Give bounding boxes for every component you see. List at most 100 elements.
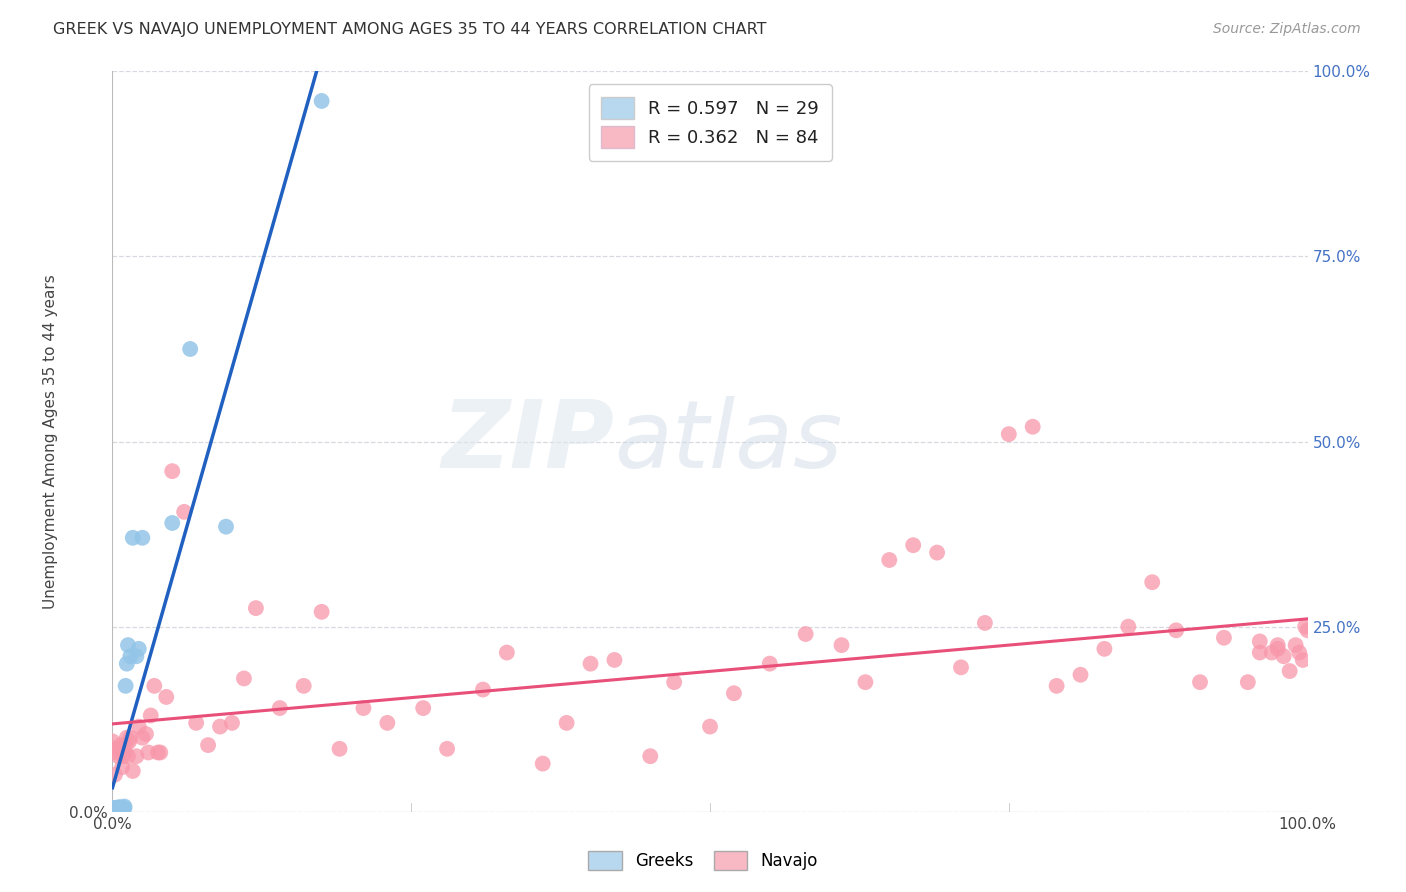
Point bbox=[879, 553, 901, 567]
Point bbox=[1094, 641, 1116, 656]
Point bbox=[699, 720, 721, 734]
Point bbox=[1022, 419, 1045, 434]
Point bbox=[472, 682, 495, 697]
Point bbox=[108, 741, 131, 756]
Point bbox=[311, 94, 333, 108]
Point bbox=[121, 764, 143, 778]
Point bbox=[215, 519, 238, 533]
Point bbox=[998, 427, 1021, 442]
Point bbox=[115, 657, 138, 671]
Point bbox=[107, 749, 129, 764]
Point bbox=[105, 801, 128, 815]
Point bbox=[927, 546, 949, 560]
Point bbox=[950, 660, 973, 674]
Point bbox=[131, 531, 153, 545]
Point bbox=[1294, 619, 1316, 633]
Point bbox=[105, 803, 128, 817]
Point bbox=[114, 679, 136, 693]
Point bbox=[125, 649, 148, 664]
Point bbox=[162, 464, 183, 478]
Point bbox=[1261, 646, 1284, 660]
Point bbox=[105, 801, 128, 815]
Point bbox=[1267, 641, 1289, 656]
Point bbox=[209, 720, 232, 734]
Point bbox=[149, 746, 172, 760]
Point bbox=[1213, 631, 1236, 645]
Point bbox=[723, 686, 745, 700]
Point bbox=[759, 657, 782, 671]
Point bbox=[640, 749, 662, 764]
Point bbox=[1292, 653, 1315, 667]
Legend: Greeks, Navajo: Greeks, Navajo bbox=[582, 844, 824, 877]
Point bbox=[138, 746, 160, 760]
Point bbox=[173, 505, 195, 519]
Point bbox=[111, 760, 134, 774]
Point bbox=[233, 672, 256, 686]
Point bbox=[110, 802, 132, 816]
Point bbox=[1237, 675, 1260, 690]
Point bbox=[221, 715, 243, 730]
Text: atlas: atlas bbox=[614, 396, 842, 487]
Point bbox=[1285, 638, 1308, 652]
Point bbox=[121, 531, 143, 545]
Point bbox=[352, 701, 374, 715]
Point bbox=[112, 749, 135, 764]
Point bbox=[377, 715, 399, 730]
Point bbox=[555, 715, 578, 730]
Point bbox=[1166, 624, 1188, 638]
Point bbox=[131, 731, 153, 745]
Point bbox=[496, 646, 519, 660]
Point bbox=[794, 627, 817, 641]
Point bbox=[103, 801, 125, 815]
Point bbox=[104, 767, 127, 781]
Point bbox=[1249, 646, 1271, 660]
Point bbox=[831, 638, 853, 652]
Point bbox=[1046, 679, 1069, 693]
Point bbox=[1288, 646, 1310, 660]
Point bbox=[117, 749, 139, 764]
Legend: R = 0.597   N = 29, R = 0.362   N = 84: R = 0.597 N = 29, R = 0.362 N = 84 bbox=[589, 84, 831, 161]
Point bbox=[125, 749, 148, 764]
Point bbox=[155, 690, 177, 704]
Point bbox=[412, 701, 434, 715]
Point bbox=[104, 802, 127, 816]
Point bbox=[120, 649, 142, 664]
Point bbox=[579, 657, 602, 671]
Point bbox=[245, 601, 267, 615]
Point bbox=[1118, 619, 1140, 633]
Point bbox=[114, 799, 135, 814]
Point bbox=[1070, 667, 1092, 681]
Point bbox=[114, 746, 135, 760]
Point bbox=[128, 641, 150, 656]
Point bbox=[117, 638, 139, 652]
Point bbox=[1278, 664, 1301, 678]
Point bbox=[111, 803, 134, 817]
Point bbox=[292, 679, 315, 693]
Y-axis label: Unemployment Among Ages 35 to 44 years: Unemployment Among Ages 35 to 44 years bbox=[42, 274, 58, 609]
Point bbox=[1296, 624, 1319, 638]
Point bbox=[105, 746, 128, 760]
Point bbox=[128, 720, 150, 734]
Point bbox=[143, 679, 166, 693]
Point bbox=[103, 741, 125, 756]
Point bbox=[1249, 634, 1271, 648]
Point bbox=[135, 727, 157, 741]
Point bbox=[436, 741, 458, 756]
Point bbox=[664, 675, 686, 690]
Point bbox=[1267, 638, 1289, 652]
Point bbox=[162, 516, 183, 530]
Point bbox=[115, 731, 138, 745]
Point bbox=[112, 802, 135, 816]
Point bbox=[1272, 649, 1295, 664]
Point bbox=[311, 605, 333, 619]
Text: GREEK VS NAVAJO UNEMPLOYMENT AMONG AGES 35 TO 44 YEARS CORRELATION CHART: GREEK VS NAVAJO UNEMPLOYMENT AMONG AGES … bbox=[53, 22, 766, 37]
Point bbox=[329, 741, 352, 756]
Point bbox=[603, 653, 626, 667]
Point bbox=[139, 708, 162, 723]
Text: Source: ZipAtlas.com: Source: ZipAtlas.com bbox=[1213, 22, 1361, 37]
Point bbox=[110, 738, 132, 752]
Point bbox=[269, 701, 291, 715]
Point bbox=[197, 738, 219, 752]
Point bbox=[186, 715, 208, 730]
Point bbox=[110, 800, 132, 814]
